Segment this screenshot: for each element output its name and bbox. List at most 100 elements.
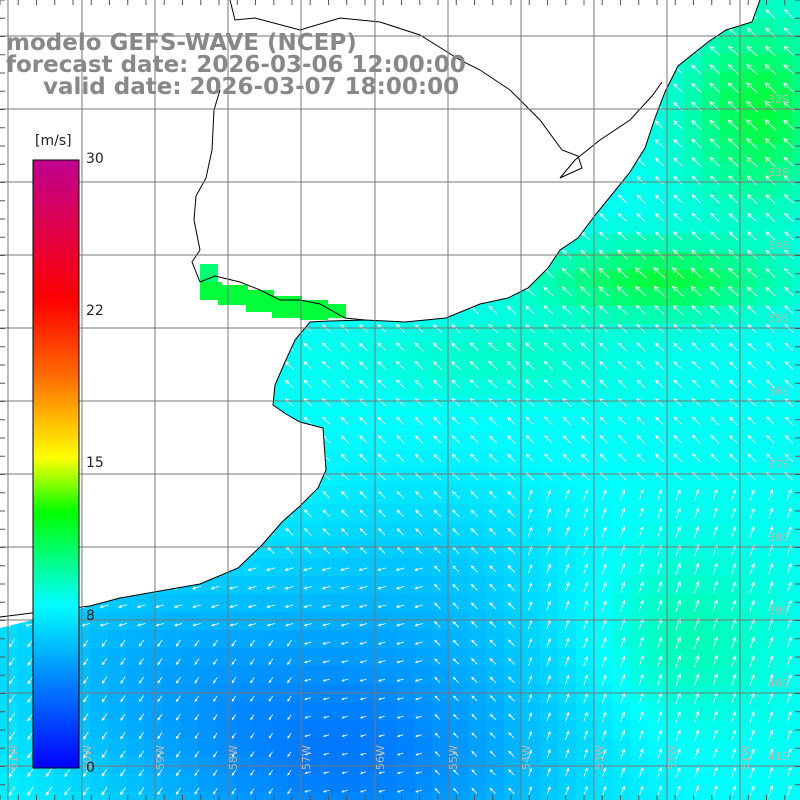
wind-arrow: [580, 342, 591, 352]
wind-arrow: [27, 768, 34, 778]
wind-arrow: [690, 267, 703, 279]
field-cell: [486, 0, 505, 19]
field-cell: [630, 504, 649, 523]
field-cell: [396, 666, 415, 685]
wind-arrow: [489, 787, 496, 794]
wind-arrow: [434, 788, 441, 794]
wind-arrow: [654, 416, 664, 426]
wind-arrow: [487, 360, 498, 370]
field-cell: [576, 180, 595, 199]
wind-arrow: [452, 602, 460, 610]
wind-arrow: [599, 157, 609, 167]
wind-arrow: [728, 416, 738, 426]
wind-arrow: [783, 175, 794, 186]
field-cell: [216, 216, 235, 235]
wind-arrow: [579, 267, 591, 278]
field-cell: [702, 234, 721, 253]
wind-arrow: [81, 490, 90, 499]
field-cell: [558, 594, 577, 613]
wind-arrow: [728, 361, 738, 370]
wind-arrow: [173, 342, 183, 352]
wind-arrow: [175, 787, 182, 795]
wind-arrow: [231, 732, 237, 739]
field-cell: [306, 216, 325, 235]
field-cell: [720, 126, 739, 145]
field-cell: [180, 504, 199, 523]
field-cell: [594, 270, 613, 289]
field-cell: [684, 540, 703, 559]
wind-arrow: [528, 749, 533, 758]
field-cell: [666, 108, 685, 127]
wind-arrow: [377, 139, 387, 148]
field-cell: [648, 576, 667, 595]
wind-arrow: [620, 729, 625, 741]
field-cell: [234, 702, 253, 721]
wind-arrow: [340, 435, 350, 444]
wind-arrow: [747, 342, 757, 352]
wind-arrow: [599, 212, 609, 222]
field-cell: [612, 342, 631, 361]
wind-arrow: [432, 176, 442, 185]
wind-arrow: [414, 379, 424, 389]
wind-arrow: [749, 562, 755, 575]
field-cell: [108, 540, 127, 559]
wind-arrow: [414, 305, 424, 315]
wind-arrow: [210, 604, 220, 608]
field-cell: [144, 126, 163, 145]
wind-arrow: [118, 546, 127, 555]
wind-arrow: [620, 599, 626, 612]
field-cell: [612, 234, 631, 253]
field-cell: [360, 774, 379, 793]
field-cell: [594, 756, 613, 775]
field-cell: [306, 432, 325, 451]
wind-arrow: [601, 507, 607, 519]
wind-arrow: [340, 194, 350, 204]
wind-arrow: [395, 305, 405, 315]
field-cell: [720, 756, 739, 775]
wind-arrow: [81, 176, 91, 185]
field-cell: [90, 270, 109, 289]
wind-arrow: [525, 435, 535, 444]
field-cell: [486, 702, 505, 721]
field-cell: [702, 360, 721, 379]
wind-arrow: [173, 623, 183, 627]
wind-arrow: [599, 360, 609, 370]
field-cell: [558, 0, 577, 19]
field-cell: [108, 738, 127, 757]
field-cell: [306, 378, 325, 397]
field-cell: [576, 432, 595, 451]
wind-arrow: [746, 305, 757, 315]
wind-arrow: [359, 789, 367, 793]
field-cell: [450, 450, 469, 469]
field-cell: [126, 180, 145, 199]
wind-arrow: [765, 416, 775, 426]
field-cell: [666, 504, 685, 523]
field-cell: [540, 774, 559, 793]
field-cell: [738, 576, 757, 595]
field-cell: [666, 306, 685, 325]
field-cell: [792, 144, 800, 163]
field-cell: [126, 774, 145, 793]
field-cell: [432, 666, 451, 685]
wind-arrow: [731, 507, 737, 519]
wind-arrow: [620, 785, 625, 796]
field-cell: [594, 324, 613, 343]
wind-arrow: [118, 231, 128, 241]
wind-arrow: [564, 656, 570, 667]
field-cell: [504, 720, 523, 739]
field-cell: [576, 666, 595, 685]
wind-arrow: [358, 305, 368, 315]
field-cell: [576, 342, 595, 361]
wind-arrow: [192, 490, 201, 499]
wind-arrow: [432, 157, 442, 167]
wind-arrow: [25, 9, 35, 19]
wind-arrow: [786, 618, 792, 631]
wind-arrow: [712, 710, 718, 723]
wind-arrow: [194, 695, 200, 702]
field-cell: [342, 774, 361, 793]
wind-arrow: [176, 695, 181, 703]
field-cell: [612, 324, 631, 343]
field-cell: [126, 144, 145, 163]
field-cell: [162, 756, 181, 775]
field-cell: [216, 756, 235, 775]
